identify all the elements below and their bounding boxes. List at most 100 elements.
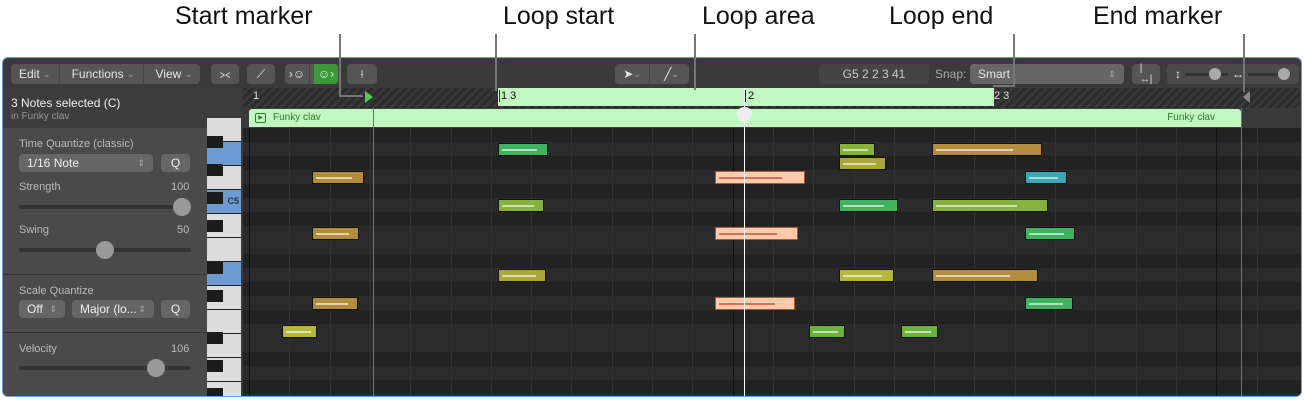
velocity-bar — [936, 275, 1011, 277]
horizontal-zoom-slider[interactable] — [1248, 67, 1291, 80]
annotation-start-marker: Start marker — [175, 2, 313, 30]
midi-in-button[interactable]: ›☺ — [285, 64, 310, 84]
velocity-label: Velocity — [19, 343, 57, 355]
velocity-bar — [286, 331, 311, 333]
ruler[interactable]: 1 1 3 2 2 3 — [243, 88, 1301, 108]
selected-note[interactable] — [715, 297, 795, 310]
slider-knob[interactable] — [147, 359, 166, 377]
note[interactable] — [498, 199, 544, 212]
pointer-tool[interactable]: ➤ ⌄ — [615, 64, 651, 84]
note[interactable] — [932, 269, 1038, 282]
black-key[interactable] — [207, 136, 223, 148]
note[interactable] — [839, 157, 886, 170]
black-key[interactable] — [207, 332, 223, 344]
view-label: View — [155, 67, 182, 81]
slider-knob[interactable] — [96, 241, 114, 259]
swing-slider[interactable] — [19, 241, 191, 259]
velocity-bar — [813, 331, 839, 333]
time-quantize-label: Time Quantize (classic) — [19, 138, 134, 150]
snap-value: Smart — [978, 67, 1011, 81]
velocity-bar — [502, 205, 535, 207]
black-key[interactable] — [207, 192, 223, 204]
note-grid[interactable] — [243, 108, 1301, 396]
velocity-bar — [843, 163, 876, 165]
selected-note[interactable] — [715, 171, 805, 184]
grid-row — [243, 310, 1301, 324]
time-quantize-select[interactable]: 1/16 Note ⇕ — [19, 154, 153, 172]
note[interactable] — [932, 199, 1048, 212]
grid-row — [243, 352, 1301, 366]
grid-row — [243, 380, 1301, 394]
time-quantize-q-button[interactable]: Q — [161, 154, 190, 172]
collapse-button[interactable]: ⪥ — [211, 64, 239, 84]
note[interactable] — [932, 143, 1042, 156]
grid-line — [893, 128, 895, 396]
black-key[interactable] — [207, 360, 223, 372]
strength-slider[interactable] — [19, 198, 191, 216]
velocity-slider[interactable] — [19, 359, 191, 377]
grid-line — [1256, 128, 1258, 396]
black-key[interactable] — [207, 262, 223, 274]
note[interactable] — [809, 325, 845, 338]
playhead[interactable] — [744, 88, 745, 396]
edit-menu[interactable]: Edit ⌄ — [11, 64, 60, 84]
note[interactable] — [498, 143, 548, 156]
white-key[interactable] — [207, 118, 241, 141]
note[interactable] — [1025, 297, 1073, 310]
note[interactable] — [312, 227, 359, 240]
note[interactable] — [498, 269, 546, 282]
automation-button[interactable]: ⟋ — [247, 64, 275, 84]
grid-line — [410, 128, 412, 396]
note[interactable] — [901, 325, 938, 338]
start-marker[interactable] — [365, 91, 373, 103]
slider-knob[interactable] — [173, 198, 191, 216]
callout-line — [694, 34, 696, 90]
strength-value: 100 — [171, 181, 190, 193]
grid-line — [1135, 128, 1137, 396]
white-key[interactable] — [207, 310, 241, 333]
scale-root-select[interactable]: Off ⇕ — [19, 300, 65, 318]
note[interactable] — [839, 143, 875, 156]
note[interactable] — [839, 199, 898, 212]
grid-line — [490, 128, 492, 396]
scale-quantize-q-button[interactable]: Q — [161, 300, 190, 318]
piano-keyboard[interactable]: C5 — [207, 118, 241, 396]
white-key[interactable] — [207, 238, 241, 261]
note[interactable] — [1025, 171, 1067, 184]
velocity-bar — [936, 205, 1018, 207]
grid-line — [611, 128, 613, 396]
functions-label: Functions — [71, 67, 124, 81]
catch-button[interactable]: ⟊ — [347, 64, 377, 84]
black-key[interactable] — [207, 220, 223, 232]
grid-row — [243, 282, 1301, 296]
midi-out-button[interactable]: ☺› — [314, 64, 339, 84]
end-marker-line — [1241, 108, 1242, 396]
note[interactable] — [312, 171, 364, 184]
snap-select[interactable]: Smart ⇕ — [970, 64, 1124, 84]
functions-menu[interactable]: Functions ⌄ — [64, 64, 144, 84]
note[interactable] — [282, 325, 317, 338]
pencil-tool[interactable]: ╱ ⌄ — [664, 67, 679, 81]
view-menu[interactable]: View ⌄ — [155, 67, 193, 81]
vertical-zoom-slider[interactable] — [1185, 67, 1228, 80]
end-marker[interactable] — [1243, 91, 1250, 103]
scale-type-select[interactable]: Major (lo... ⇕ — [72, 300, 154, 318]
ruler-bar-1: 1 — [253, 90, 260, 102]
black-key[interactable] — [207, 164, 223, 176]
grid-line — [974, 128, 976, 396]
fit-button[interactable]: |↔| — [1132, 63, 1160, 85]
grid-line — [1216, 128, 1218, 396]
black-key[interactable] — [207, 388, 223, 396]
selected-note[interactable] — [715, 227, 798, 240]
velocity-bar — [843, 205, 885, 207]
grid-row — [243, 156, 1301, 170]
playhead-handle[interactable] — [737, 107, 752, 122]
velocity-bar — [1029, 177, 1059, 179]
black-key[interactable] — [207, 290, 223, 302]
note[interactable] — [839, 269, 894, 282]
note[interactable] — [1025, 227, 1075, 240]
grid-line — [1095, 128, 1097, 396]
note[interactable] — [312, 297, 358, 310]
scale-quantize-label: Scale Quantize — [19, 285, 94, 297]
grid-row — [243, 338, 1301, 352]
